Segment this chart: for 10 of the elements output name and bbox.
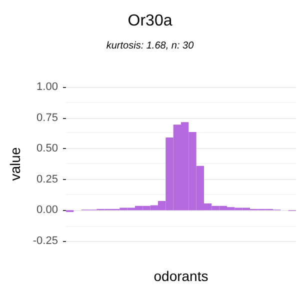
y-tick-label: 0.25 bbox=[36, 173, 58, 186]
y-tick-label: 0.50 bbox=[36, 142, 58, 155]
y-tick-label: 0.75 bbox=[36, 112, 58, 124]
y-tick-label: 0.00 bbox=[36, 204, 58, 216]
y-tick-label: -0.25 bbox=[32, 235, 58, 247]
chart-title: Or30a bbox=[128, 12, 172, 30]
chart-subtitle: kurtosis: 1.68, n: 30 bbox=[106, 40, 194, 52]
x-axis-title: odorants bbox=[154, 268, 208, 284]
y-tick-label: 1.00 bbox=[36, 81, 58, 93]
y-axis-title: value bbox=[7, 147, 23, 181]
